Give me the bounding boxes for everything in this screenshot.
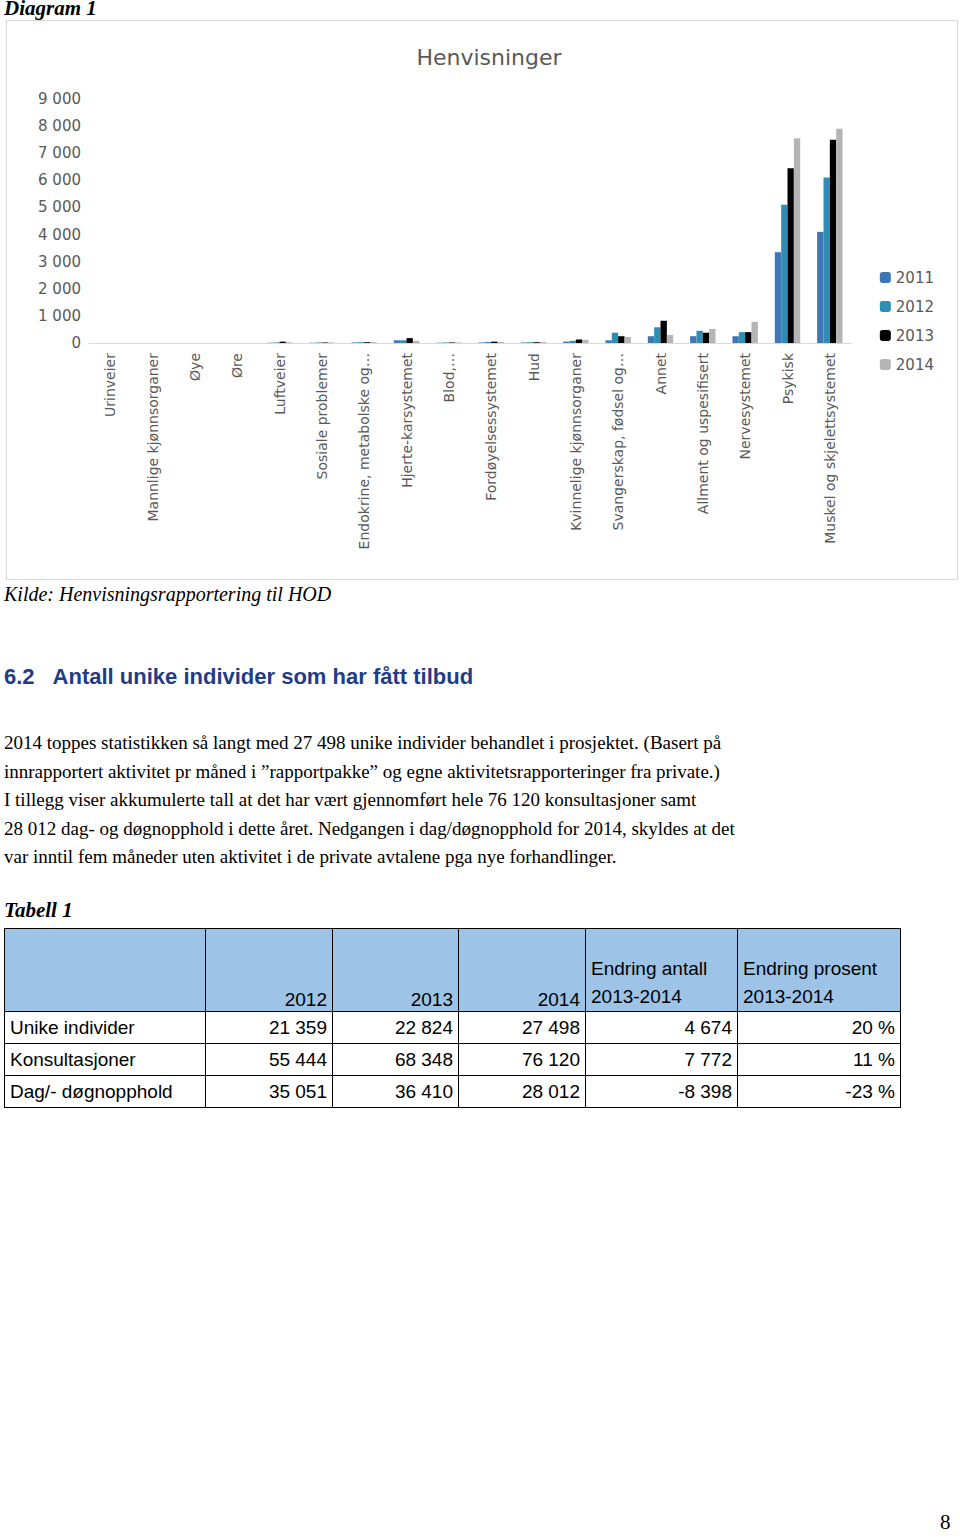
html-text:28 012: 28 012	[521, 1080, 580, 1102]
svg-text:2011: 2011	[896, 269, 934, 287]
svg-text:Kvinnelige kjønnsorganer: Kvinnelige kjønnsorganer	[568, 353, 584, 531]
svg-text:Urinveier: Urinveier	[102, 353, 118, 417]
html-text:Endring prosent 2013-2014: Endring prosent 2013-2014	[743, 958, 878, 1007]
html-text:68 348: 68 348	[394, 1048, 453, 1070]
html-text:Kilde: Henvisningsrapportering: Kilde: Henvisningsrapportering til HOD	[4, 583, 332, 605]
html-text:innrapportert aktivitet pr mån: innrapportert aktivitet pr måned i ”rapp…	[4, 760, 720, 782]
svg-text:2012: 2012	[896, 298, 934, 316]
html-text:55 444: 55 444	[268, 1048, 327, 1070]
svg-text:Henvisninger: Henvisninger	[416, 45, 562, 70]
svg-text:1 000: 1 000	[38, 307, 81, 325]
html-text:11 %: 11 %	[853, 1048, 895, 1070]
html-text:Endring antall 2013-2014: Endring antall 2013-2014	[591, 958, 708, 1007]
svg-text:Fordøyelsessystemet: Fordøyelsessystemet	[483, 353, 499, 501]
svg-text:Endokrine, metabolske og…: Endokrine, metabolske og…	[356, 353, 372, 549]
svg-text:3 000: 3 000	[38, 253, 81, 271]
svg-text:Blod,…: Blod,…	[441, 353, 457, 402]
html-text:22 824: 22 824	[394, 1016, 453, 1038]
svg-text:6 000: 6 000	[38, 171, 81, 189]
svg-text:7 000: 7 000	[38, 144, 81, 162]
svg-text:Hud: Hud	[526, 353, 542, 381]
svg-text:9 000: 9 000	[38, 90, 81, 108]
html-text:76 120: 76 120	[521, 1048, 580, 1070]
html-text:35 051: 35 051	[268, 1080, 327, 1102]
html-text:2014 toppes statistikken så la: 2014 toppes statistikken så langt med 27…	[4, 732, 722, 753]
svg-text:Muskel og skjelettsystemet: Muskel og skjelettsystemet	[822, 352, 838, 543]
svg-text:Psykisk: Psykisk	[780, 352, 796, 404]
html-text:I tillegg viser akkumulerte ta: I tillegg viser akkumulerte tall at det …	[4, 789, 697, 810]
svg-text:Øre: Øre	[229, 353, 245, 378]
svg-text:0: 0	[71, 334, 81, 352]
svg-text:2 000: 2 000	[38, 280, 81, 298]
html-text:36 410: 36 410	[394, 1080, 453, 1102]
html-text:var inntil fem måneder uten ak: var inntil fem måneder uten aktivitet i …	[4, 846, 617, 867]
html-text:Antall unike individer som har: Antall unike individer som har fått tilb…	[52, 664, 474, 689]
svg-text:Sosiale problemer: Sosiale problemer	[314, 353, 330, 480]
svg-text:Svangerskap, fødsel og…: Svangerskap, fødsel og…	[610, 353, 626, 530]
svg-text:Allment og uspesifisert: Allment og uspesifisert	[695, 353, 711, 515]
html-text:7 772: 7 772	[684, 1048, 732, 1070]
html-text:Unike individer: Unike individer	[10, 1016, 135, 1038]
html-text:4 674: 4 674	[684, 1016, 732, 1038]
svg-text:Hjerte-karsystemet: Hjerte-karsystemet	[399, 352, 415, 487]
svg-text:Nervesystemet: Nervesystemet	[737, 353, 753, 460]
html-text:20 %: 20 %	[851, 1016, 895, 1038]
html-text:28 012 dag- og døgnopphold i d: 28 012 dag- og døgnopphold i dette året.…	[4, 817, 735, 839]
svg-text:8 000: 8 000	[38, 117, 81, 135]
html-text:-8 398: -8 398	[678, 1080, 732, 1102]
html-text:2012: 2012	[284, 989, 327, 1010]
html-text:2014: 2014	[537, 989, 580, 1010]
svg-text:Øye: Øye	[187, 353, 203, 381]
svg-text:Annet: Annet	[653, 353, 669, 395]
html-text:2013: 2013	[410, 989, 453, 1010]
svg-text:2014: 2014	[896, 356, 934, 374]
html-text:Tabell 1: Tabell 1	[4, 898, 73, 922]
svg-text:5 000: 5 000	[38, 198, 81, 216]
html-text:21 359: 21 359	[268, 1016, 327, 1038]
html-text:-23 %: -23 %	[845, 1080, 895, 1102]
html-text:Konsultasjoner: Konsultasjoner	[10, 1048, 136, 1070]
html-text:Dag/- døgnopphold: Dag/- døgnopphold	[10, 1080, 173, 1102]
svg-text:Luftveier: Luftveier	[272, 353, 288, 415]
svg-text:4 000: 4 000	[38, 226, 81, 244]
svg-text:Mannlige kjønnsorganer: Mannlige kjønnsorganer	[145, 353, 161, 522]
svg-text:2013: 2013	[896, 327, 934, 345]
html-text:8: 8	[940, 1510, 951, 1534]
html-text:6.2: 6.2	[4, 664, 35, 689]
html-text:27 498: 27 498	[521, 1016, 580, 1038]
